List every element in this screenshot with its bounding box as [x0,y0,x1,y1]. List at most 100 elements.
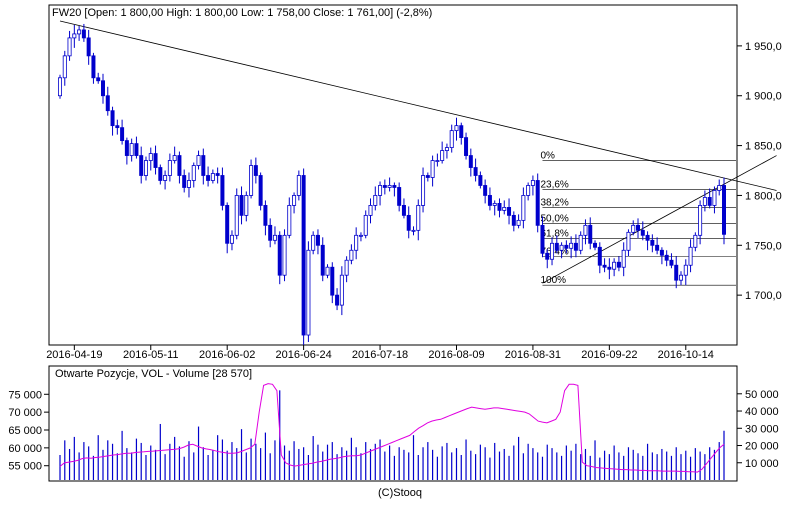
candle-body [607,266,612,270]
candle-body [139,155,144,176]
candle-body [282,234,287,276]
candle-body [392,185,397,188]
candle-body [129,143,134,156]
fibonacci-level-label: 61,8% [540,228,568,239]
candle-body [640,229,645,236]
candle-body [679,274,684,281]
candle-body [253,165,258,176]
candle-body [58,77,63,97]
candle-body [712,190,717,206]
x-tick-label: 2016-08-31 [505,349,561,361]
candle-body [545,252,550,260]
candle-body [249,165,254,196]
candle-body [631,224,636,233]
candle-body [478,175,483,186]
candle-body [569,242,574,249]
candle-body [444,147,449,151]
candle-body [502,207,507,211]
candle-body [349,249,354,261]
price-panel-frame [48,4,738,346]
candle-body [593,242,598,248]
candle-body [597,246,602,266]
x-tick-label: 2016-05-11 [123,349,178,361]
candle-body [86,37,91,57]
left-y-tick-label: 55 000 [8,461,42,473]
fibonacci-level-label: 50,0% [540,213,568,224]
candle-body [158,167,163,181]
candle-body [191,165,196,181]
candle-body [96,77,101,82]
candle-body [535,180,540,226]
right-y-tick-label: 40 000 [745,406,779,418]
left-y-tick-label: 60 000 [8,443,42,455]
fibonacci-level-label: 76,4% [540,246,568,257]
candle-body [492,203,497,206]
x-tick-label: 2016-08-09 [428,349,484,361]
candle-body [234,195,239,236]
candle-body [296,175,301,196]
volume-layer [59,383,725,480]
candle-body [645,234,650,241]
candle-body [167,160,172,176]
candle-body [588,224,593,244]
candle-body [315,234,320,246]
candle-body [487,195,492,206]
candle-body [177,155,182,176]
right-y-tick-label: 50 000 [745,389,779,401]
candle-body [497,203,502,211]
candle-body [292,195,297,206]
candle-body [540,224,545,254]
candle-body [401,205,406,216]
candle-body [100,80,105,97]
candle-body [440,150,445,161]
y-tick-label: 1 950,0 [745,41,782,53]
candle-body [301,175,306,336]
candle-body [483,185,488,196]
candle-body [244,195,249,216]
candle-body [516,219,521,226]
candle-body [287,205,292,236]
candle-body [573,242,578,251]
candle-body [268,224,273,241]
candle-body [683,264,688,276]
candle-body [120,127,125,142]
candle-body [196,155,201,166]
candle-body [373,195,378,206]
fibonacci-level-label: 38,2% [540,197,568,208]
candle-body [258,175,263,206]
volume-panel-frame [48,365,738,482]
candle-body [320,244,325,276]
candle-body [115,125,120,129]
price-layer: 0% 23,6% 38,2% 50,0% 61,8% 76,4% 100% [58,20,777,345]
candle-body [650,239,655,246]
candle-body [335,294,340,306]
x-tick-label: 2016-06-24 [275,349,331,361]
candle-body [110,110,115,127]
candle-body [702,197,707,206]
y-tick-label: 1 900,0 [745,91,782,103]
candle-body [330,266,335,296]
candle-body [521,195,526,221]
candle-body [143,160,148,176]
fibonacci-level-label: 23,6% [540,179,568,190]
candle-body [215,173,220,176]
candle-body [507,207,512,216]
candle-body [464,137,469,156]
y-tick-label: 1 850,0 [745,141,782,153]
candle-body [182,175,187,188]
candle-body [550,242,555,260]
x-tick-label: 2016-06-02 [199,349,255,361]
candle-body [363,214,368,236]
x-tick-label: 2016-09-22 [581,349,637,361]
candle-body [239,195,244,216]
candle-body [616,261,621,268]
candle-body [564,244,569,249]
candle-body [655,244,660,251]
candle-body [277,234,282,276]
trend-line [59,20,777,191]
candle-body [354,234,359,251]
candle-body [468,155,473,168]
candle-body [77,29,82,35]
left-y-tick-label: 70 000 [8,407,42,419]
candle-body [105,95,110,112]
